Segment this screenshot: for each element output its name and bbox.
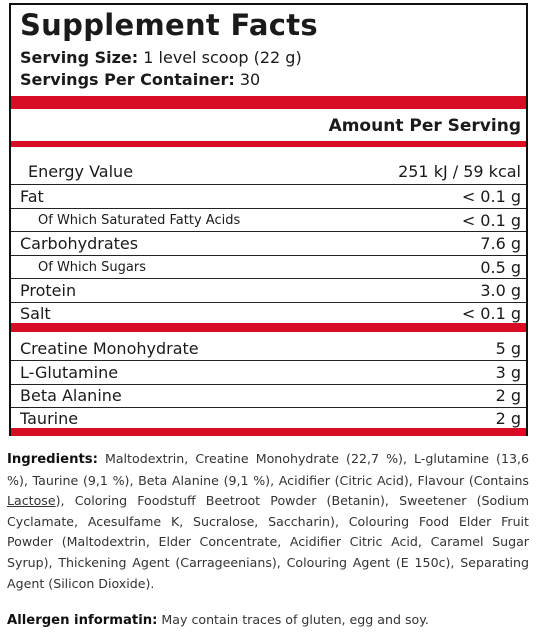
active-row-l-glutamine: L-Glutamine 3 g — [20, 363, 521, 382]
allergen-information: Allergen informatin: May contain traces … — [7, 610, 429, 631]
lactose-allergen: Lactose — [7, 493, 56, 509]
ingredients-label: Ingredients: — [7, 452, 98, 467]
row-divider — [11, 302, 526, 303]
row-divider — [11, 231, 526, 232]
row-divider — [11, 255, 526, 256]
nutrition-row-salt: Salt < 0.1 g — [20, 304, 521, 323]
serving-size: Serving Size: 1 level scoop (22 g) — [20, 48, 302, 68]
nutrition-row-saturated-fat: Of Which Saturated Fatty Acids < 0.1 g — [38, 211, 521, 230]
ingredients-text: Ingredients: Maltodextrin, Creatine Mono… — [7, 449, 529, 594]
row-divider — [11, 208, 526, 209]
amount-per-serving-heading: Amount Per Serving — [328, 116, 521, 136]
thick-divider-top — [11, 96, 526, 109]
nutrition-row-sugars: Of Which Sugars 0.5 g — [38, 258, 521, 277]
nutrition-row-carbohydrates: Carbohydrates 7.6 g — [20, 234, 521, 253]
nutrition-row-fat: Fat < 0.1 g — [20, 187, 521, 206]
active-row-creatine: Creatine Monohydrate 5 g — [20, 339, 521, 358]
panel-title: Supplement Facts — [20, 8, 318, 42]
supplement-facts-panel: Supplement Facts Serving Size: 1 level s… — [9, 3, 528, 436]
active-row-beta-alanine: Beta Alanine 2 g — [20, 386, 521, 405]
thick-divider-bottom — [11, 428, 526, 436]
nutrition-row-protein: Protein 3.0 g — [20, 281, 521, 300]
allergen-label: Allergen informatin: — [7, 613, 158, 628]
ingredients-part-1: Maltodextrin, Creatine Monohydrate (22,7… — [7, 451, 529, 488]
row-divider — [11, 407, 526, 408]
divider-before-actives — [11, 323, 526, 332]
row-divider — [11, 184, 526, 185]
allergen-text: May contain traces of gluten, egg and so… — [157, 612, 429, 627]
servings-per-container-value: 30 — [239, 70, 261, 89]
row-divider — [11, 278, 526, 279]
row-divider — [11, 384, 526, 385]
serving-size-label: Serving Size: — [20, 48, 139, 67]
serving-size-value: 1 level scoop (22 g) — [143, 48, 302, 67]
active-row-taurine: Taurine 2 g — [20, 409, 521, 428]
row-divider — [11, 360, 526, 361]
ingredients-part-2: ), Coloring Foodstuff Beetroot Powder (B… — [7, 493, 529, 591]
nutrition-row-energy: Energy Value 251 kJ / 59 kcal — [28, 162, 521, 181]
servings-per-container-label: Servings Per Container: — [20, 70, 235, 89]
servings-per-container: Servings Per Container: 30 — [20, 70, 260, 90]
divider-after-heading — [11, 141, 526, 147]
